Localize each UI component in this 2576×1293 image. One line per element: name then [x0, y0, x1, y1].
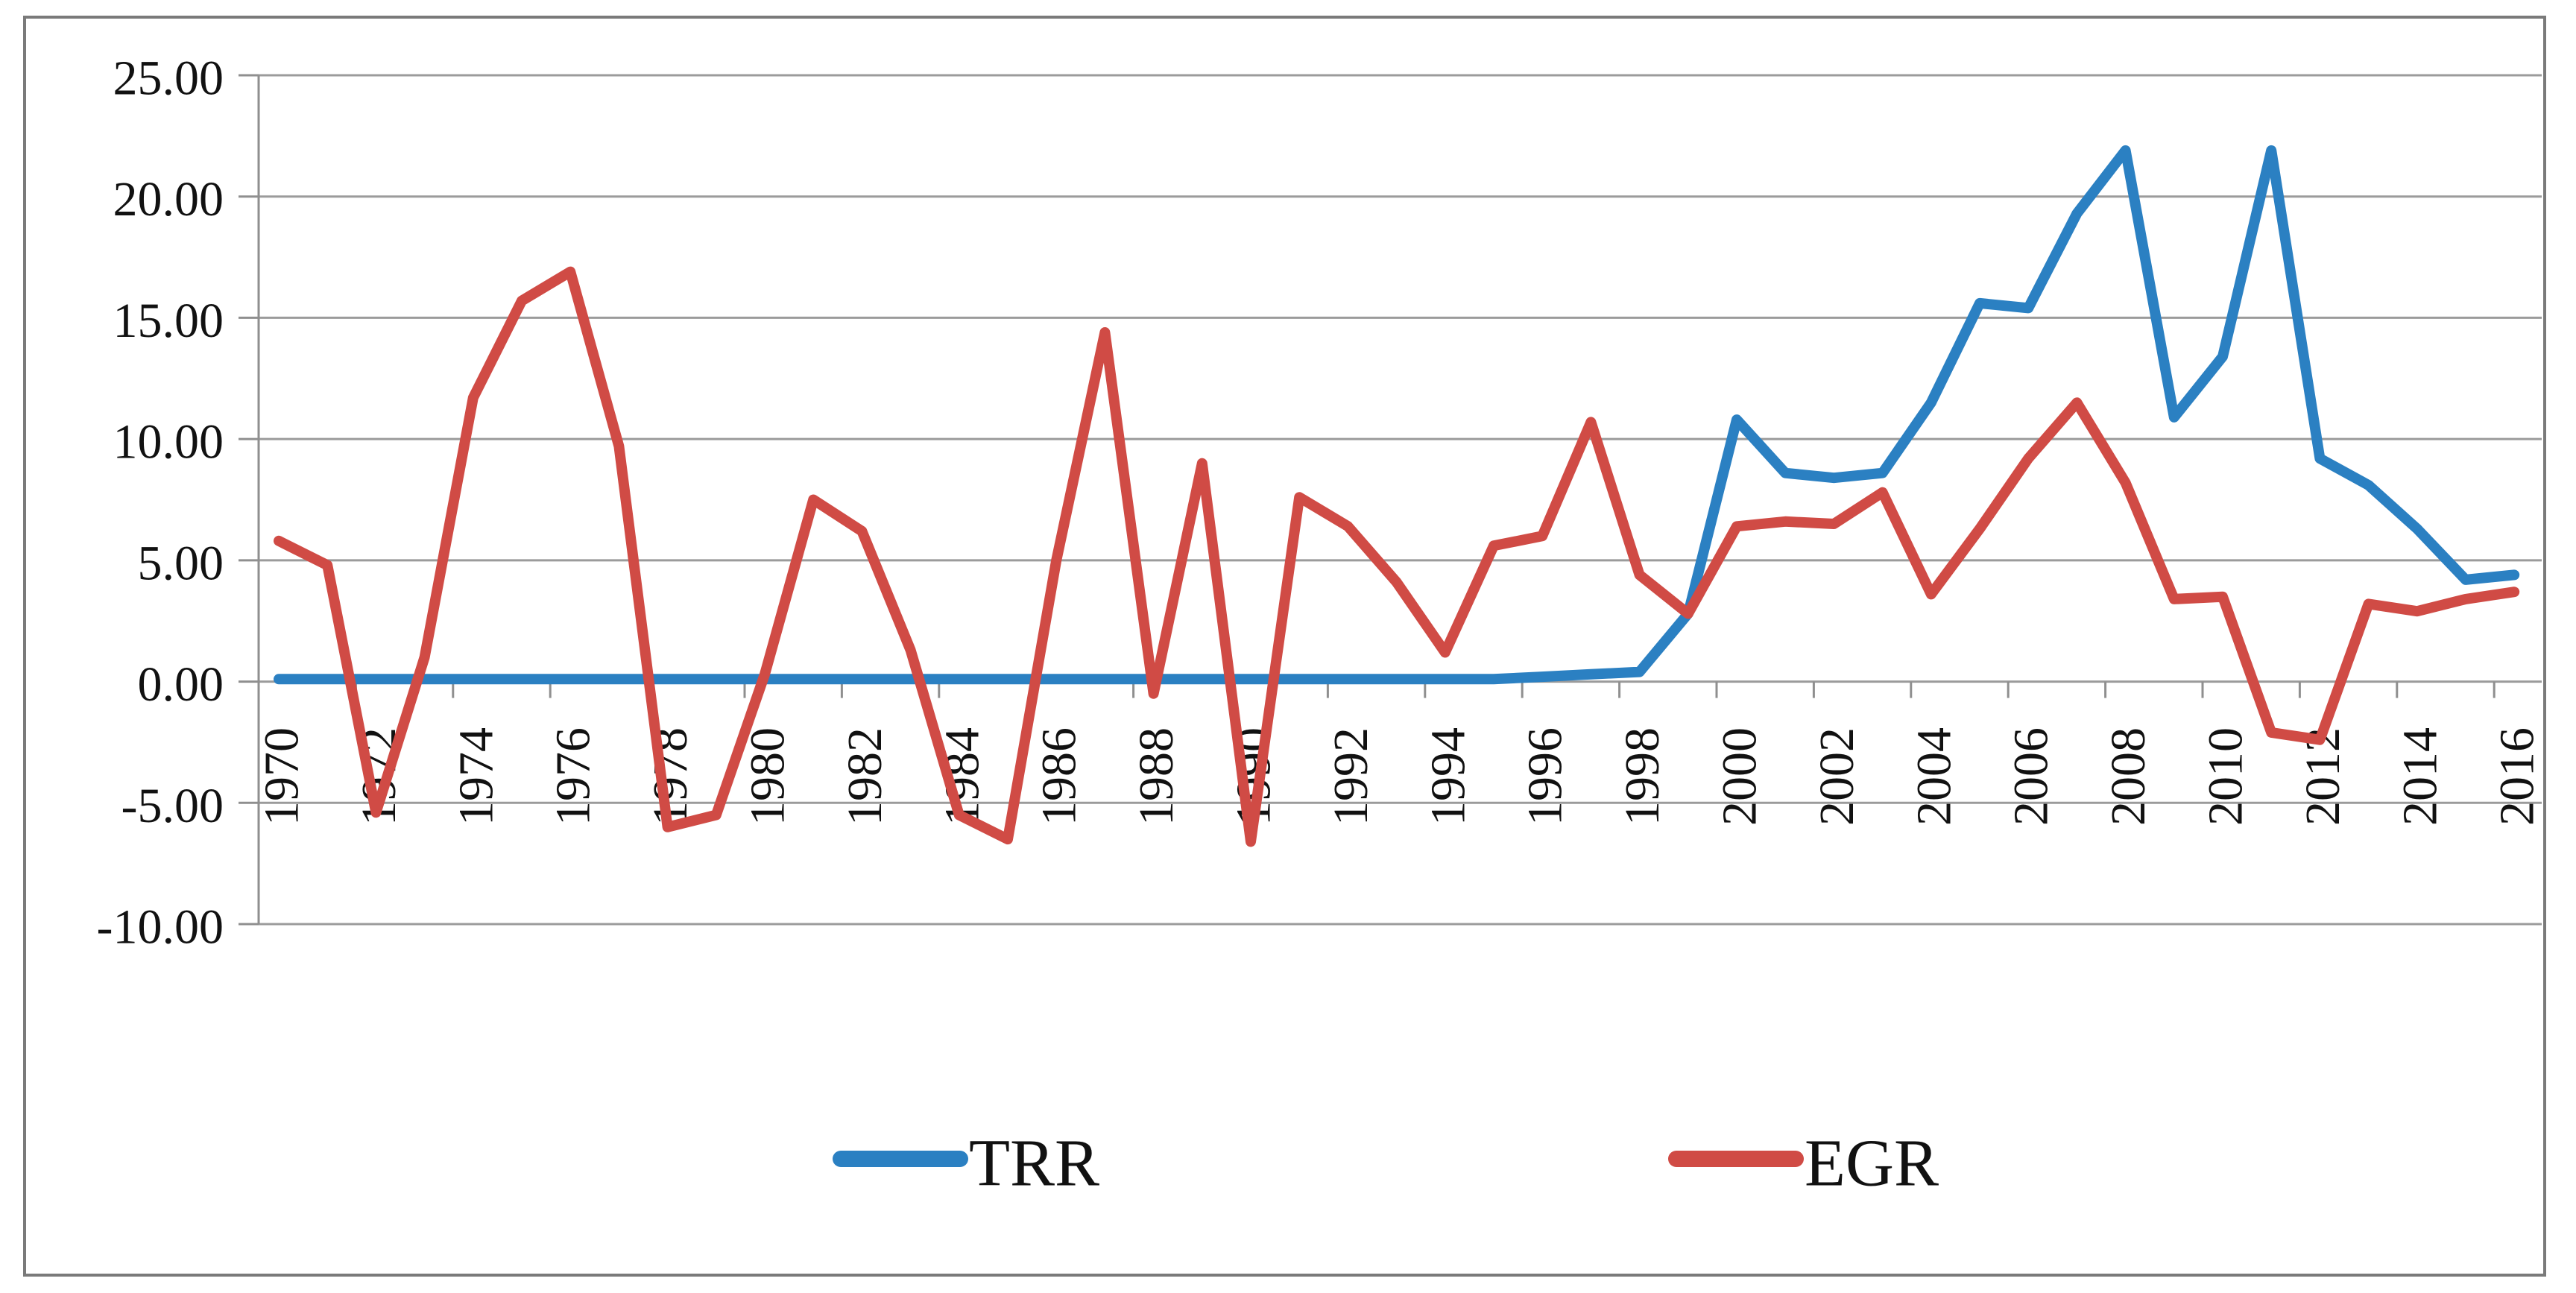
y-tick-label: 0.00	[138, 657, 224, 712]
x-tick-label: 1976	[546, 727, 601, 826]
x-tick-label: 2010	[2199, 727, 2253, 826]
y-tick-label: 5.00	[138, 536, 224, 590]
x-tick-label: 1992	[1324, 727, 1378, 826]
y-tick-label: -10.00	[97, 900, 224, 955]
x-tick-label: 2006	[2004, 727, 2059, 826]
x-tick-label: 1996	[1518, 727, 1573, 826]
y-tick-label: 10.00	[113, 415, 224, 470]
x-tick-label: 2014	[2393, 727, 2447, 826]
x-tick-label: 1980	[741, 727, 795, 826]
legend-label-EGR: EGR	[1805, 1127, 1939, 1201]
x-tick-label: 1970	[255, 727, 309, 826]
y-tick-label: 25.00	[113, 51, 224, 106]
x-tick-label: 2004	[1907, 727, 1961, 826]
y-tick-label: 20.00	[113, 172, 224, 227]
x-tick-label: 1988	[1129, 727, 1184, 826]
x-tick-label: 1986	[1032, 727, 1087, 826]
x-tick-label: 1998	[1615, 727, 1670, 826]
x-tick-label: 2008	[2101, 727, 2156, 826]
x-tick-label: 1982	[838, 727, 892, 826]
x-tick-label: 2016	[2490, 727, 2545, 826]
legend-label-TRR: TRR	[969, 1127, 1099, 1201]
x-tick-label: 2000	[1713, 727, 1767, 826]
x-tick-label: 1994	[1421, 727, 1475, 826]
series-EGR-line	[274, 266, 2520, 847]
y-tick-label: -5.00	[121, 779, 224, 833]
chart-frame-border	[23, 16, 2546, 1277]
x-tick-label: 1974	[449, 727, 503, 826]
y-tick-label: 15.00	[113, 294, 224, 348]
x-tick-label: 2002	[1810, 727, 1864, 826]
